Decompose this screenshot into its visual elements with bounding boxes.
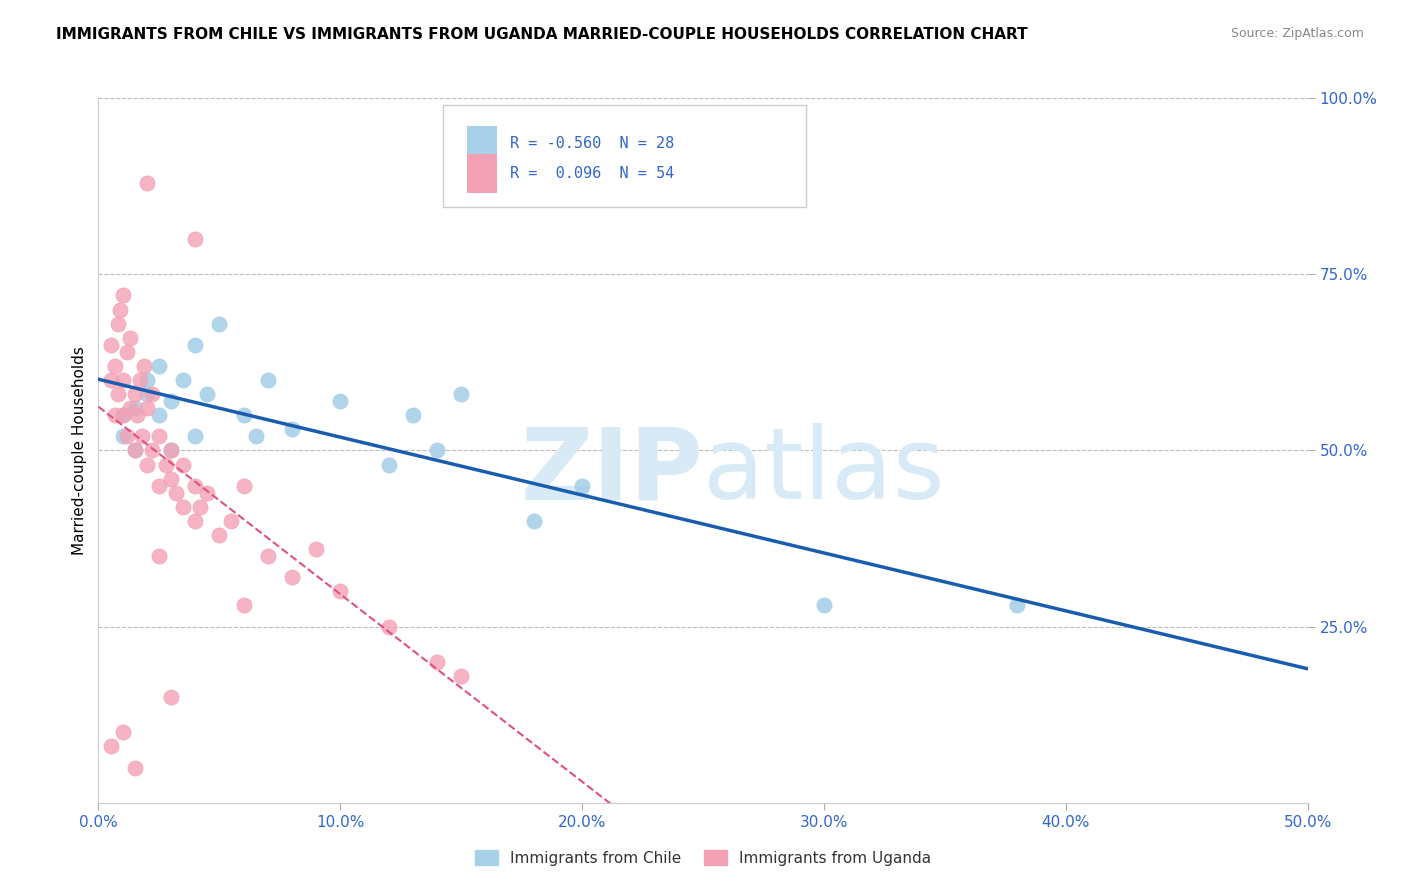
Point bbox=[100, 338, 122, 352]
FancyBboxPatch shape bbox=[467, 154, 498, 194]
Point bbox=[221, 514, 243, 528]
Point bbox=[148, 549, 170, 564]
Text: R =  0.096  N = 54: R = 0.096 N = 54 bbox=[509, 166, 673, 181]
Point bbox=[118, 331, 141, 345]
FancyBboxPatch shape bbox=[467, 127, 498, 165]
Legend: Immigrants from Chile, Immigrants from Uganda: Immigrants from Chile, Immigrants from U… bbox=[475, 850, 931, 865]
Point bbox=[141, 443, 163, 458]
Point bbox=[523, 514, 546, 528]
Y-axis label: Married-couple Households: Married-couple Households bbox=[72, 346, 87, 555]
Point bbox=[172, 373, 194, 387]
Text: atlas: atlas bbox=[703, 423, 945, 520]
Text: IMMIGRANTS FROM CHILE VS IMMIGRANTS FROM UGANDA MARRIED-COUPLE HOUSEHOLDS CORREL: IMMIGRANTS FROM CHILE VS IMMIGRANTS FROM… bbox=[56, 27, 1028, 42]
Text: ZIP: ZIP bbox=[520, 423, 703, 520]
Point bbox=[111, 373, 134, 387]
Point bbox=[402, 408, 425, 422]
Point bbox=[172, 500, 194, 514]
Point bbox=[128, 373, 150, 387]
Point bbox=[104, 359, 127, 373]
Point bbox=[111, 288, 134, 302]
Point bbox=[100, 739, 122, 754]
Point bbox=[148, 408, 170, 422]
Point bbox=[111, 725, 134, 739]
Point bbox=[188, 500, 211, 514]
Point bbox=[165, 485, 187, 500]
Point bbox=[329, 584, 352, 599]
Point bbox=[1007, 599, 1029, 613]
Point bbox=[813, 599, 835, 613]
Point bbox=[208, 528, 231, 542]
Point bbox=[134, 359, 156, 373]
Point bbox=[108, 302, 131, 317]
Point bbox=[107, 387, 129, 401]
Point bbox=[111, 408, 134, 422]
Point bbox=[208, 317, 231, 331]
Point bbox=[104, 408, 127, 422]
Point bbox=[160, 443, 183, 458]
Point bbox=[377, 458, 399, 472]
Point bbox=[100, 373, 122, 387]
Point bbox=[111, 408, 134, 422]
Point bbox=[124, 401, 146, 416]
Point bbox=[148, 478, 170, 492]
Point bbox=[195, 485, 218, 500]
Point bbox=[124, 387, 146, 401]
Point bbox=[148, 429, 170, 443]
Point bbox=[195, 387, 218, 401]
Point bbox=[118, 401, 141, 416]
Point bbox=[232, 478, 254, 492]
Point bbox=[245, 429, 267, 443]
Point bbox=[377, 619, 399, 633]
Point bbox=[124, 443, 146, 458]
Point bbox=[155, 458, 177, 472]
Point bbox=[172, 458, 194, 472]
Point bbox=[160, 394, 183, 409]
Point bbox=[256, 549, 278, 564]
Point bbox=[135, 387, 157, 401]
Point bbox=[184, 232, 207, 246]
Point bbox=[135, 401, 157, 416]
Point bbox=[160, 472, 183, 486]
Point bbox=[124, 760, 146, 774]
Point bbox=[281, 422, 304, 436]
Point bbox=[117, 344, 139, 359]
Point bbox=[450, 669, 472, 683]
Point bbox=[305, 542, 328, 557]
Point bbox=[184, 429, 207, 443]
Point bbox=[135, 176, 157, 190]
Point bbox=[117, 429, 139, 443]
Text: R = -0.560  N = 28: R = -0.560 N = 28 bbox=[509, 136, 673, 152]
Point bbox=[135, 458, 157, 472]
Point bbox=[131, 429, 153, 443]
FancyBboxPatch shape bbox=[443, 105, 806, 207]
Point bbox=[426, 655, 449, 669]
Point bbox=[184, 478, 207, 492]
Point bbox=[148, 359, 170, 373]
Point bbox=[232, 599, 254, 613]
Point bbox=[281, 570, 304, 584]
Point bbox=[111, 429, 134, 443]
Point bbox=[426, 443, 449, 458]
Point bbox=[107, 317, 129, 331]
Point bbox=[141, 387, 163, 401]
Point bbox=[232, 408, 254, 422]
Point bbox=[256, 373, 278, 387]
Point bbox=[184, 338, 207, 352]
Point bbox=[135, 373, 157, 387]
Point bbox=[450, 387, 472, 401]
Point bbox=[571, 478, 593, 492]
Point bbox=[160, 443, 183, 458]
Point bbox=[184, 514, 207, 528]
Point bbox=[329, 394, 352, 409]
Point bbox=[127, 408, 149, 422]
Point bbox=[124, 443, 146, 458]
Text: Source: ZipAtlas.com: Source: ZipAtlas.com bbox=[1230, 27, 1364, 40]
Point bbox=[160, 690, 183, 705]
